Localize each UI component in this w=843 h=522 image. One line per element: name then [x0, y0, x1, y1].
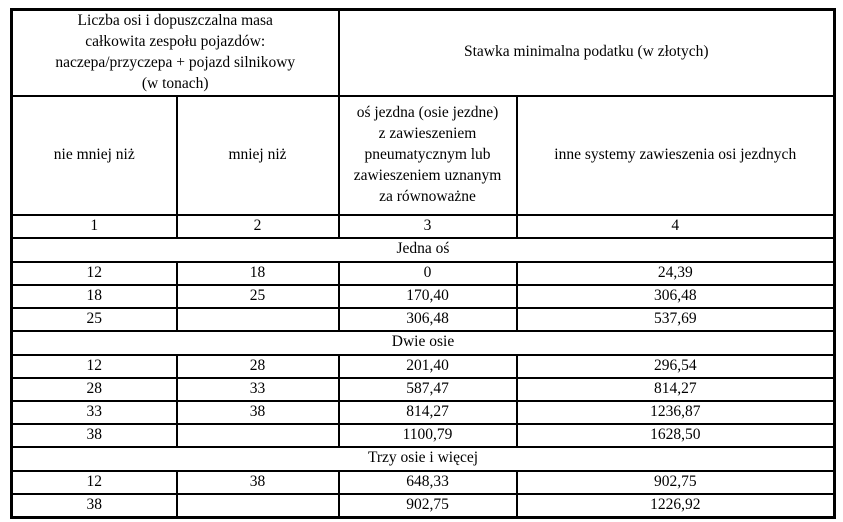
- cell-not-less-than: 38: [10, 422, 178, 448]
- column-number-row: 1 2 3 4: [10, 213, 836, 239]
- cell-other-rate: 1628,50: [515, 422, 836, 448]
- cell-pneumatic-rate: 170,40: [337, 283, 518, 309]
- cell-less-than: 33: [175, 376, 340, 402]
- table-row: 38 1100,79 1628,50: [10, 422, 836, 448]
- cell-other-rate: 24,39: [515, 260, 836, 286]
- section-title: Jedna oś: [10, 236, 836, 263]
- cell-less-than: 38: [175, 469, 340, 495]
- cell-not-less-than: 12: [10, 260, 178, 286]
- column-number: 3: [337, 213, 518, 239]
- group-header-line: (w tonach): [141, 74, 209, 92]
- table-row: 12 18 0 24,39: [10, 260, 836, 286]
- cell-not-less-than: 33: [10, 399, 178, 425]
- column-number: 2: [175, 213, 340, 239]
- cell-pneumatic-rate: 0: [337, 260, 518, 286]
- cell-not-less-than: 38: [10, 492, 178, 519]
- section-row-three-axles: Trzy osie i więcej: [10, 445, 836, 472]
- cell-not-less-than: 12: [10, 469, 178, 495]
- col-header-less-than: mniej niż: [175, 94, 340, 216]
- cell-other-rate: 1236,87: [515, 399, 836, 425]
- col-header-line: zawieszeniem uznanym: [353, 166, 502, 184]
- group-header-row: Liczba osi i dopuszczalna masa całkowita…: [10, 8, 836, 97]
- cell-pneumatic-rate: 1100,79: [337, 422, 518, 448]
- cell-less-than: 28: [175, 353, 340, 379]
- col-header-pneumatic-suspension: oś jezdna (osie jezdne) z zawieszeniem p…: [337, 94, 518, 216]
- col-header-other-suspension: inne systemy zawieszenia osi jezdnych: [515, 94, 836, 216]
- cell-other-rate: 537,69: [515, 306, 836, 332]
- col-header-not-less-than: nie mniej niż: [10, 94, 178, 216]
- cell-less-than: [175, 492, 340, 519]
- column-header-row: nie mniej niż mniej niż oś jezdna (osie …: [10, 94, 836, 216]
- cell-not-less-than: 25: [10, 306, 178, 332]
- section-row-one-axle: Jedna oś: [10, 236, 836, 263]
- cell-other-rate: 296,54: [515, 353, 836, 379]
- group-header-line: Liczba osi i dopuszczalna masa: [77, 12, 273, 29]
- cell-less-than: 18: [175, 260, 340, 286]
- table-row: 28 33 587,47 814,27: [10, 376, 836, 402]
- table-row: 12 38 648,33 902,75: [10, 469, 836, 495]
- table-row: 25 306,48 537,69: [10, 306, 836, 332]
- cell-less-than: 38: [175, 399, 340, 425]
- column-number: 4: [515, 213, 836, 239]
- cell-other-rate: 1226,92: [515, 492, 836, 519]
- column-number: 1: [10, 213, 178, 239]
- cell-pneumatic-rate: 648,33: [337, 469, 518, 495]
- cell-other-rate: 902,75: [515, 469, 836, 495]
- section-row-two-axles: Dwie osie: [10, 329, 836, 356]
- cell-pneumatic-rate: 587,47: [337, 376, 518, 402]
- col-header-line: z zawieszeniem: [378, 124, 477, 142]
- section-title: Dwie osie: [10, 329, 836, 356]
- cell-not-less-than: 18: [10, 283, 178, 309]
- col-header-line: za równoważne: [379, 187, 476, 205]
- vehicle-tax-rate-table: Liczba osi i dopuszczalna masa całkowita…: [10, 8, 836, 519]
- cell-less-than: [175, 306, 340, 332]
- cell-other-rate: 306,48: [515, 283, 836, 309]
- cell-pneumatic-rate: 306,48: [337, 306, 518, 332]
- cell-pneumatic-rate: 201,40: [337, 353, 518, 379]
- table-row: 12 28 201,40 296,54: [10, 353, 836, 379]
- group-header-axles-mass: Liczba osi i dopuszczalna masa całkowita…: [10, 8, 340, 97]
- table-row: 18 25 170,40 306,48: [10, 283, 836, 309]
- cell-pneumatic-rate: 902,75: [337, 492, 518, 519]
- cell-not-less-than: 28: [10, 376, 178, 402]
- col-header-line: oś jezdna (osie jezdne): [356, 103, 499, 121]
- cell-less-than: [175, 422, 340, 448]
- table-row: 33 38 814,27 1236,87: [10, 399, 836, 425]
- table-row: 38 902,75 1226,92: [10, 492, 836, 519]
- col-header-line: pneumatycznym lub: [364, 145, 491, 163]
- cell-not-less-than: 12: [10, 353, 178, 379]
- cell-less-than: 25: [175, 283, 340, 309]
- section-title: Trzy osie i więcej: [10, 445, 836, 472]
- group-header-line: naczepa/przyczepa + pojazd silnikowy: [55, 53, 296, 71]
- cell-pneumatic-rate: 814,27: [337, 399, 518, 425]
- group-header-minimum-tax: Stawka minimalna podatku (w złotych): [337, 8, 836, 97]
- cell-other-rate: 814,27: [515, 376, 836, 402]
- group-header-line: całkowita zespołu pojazdów:: [85, 32, 266, 50]
